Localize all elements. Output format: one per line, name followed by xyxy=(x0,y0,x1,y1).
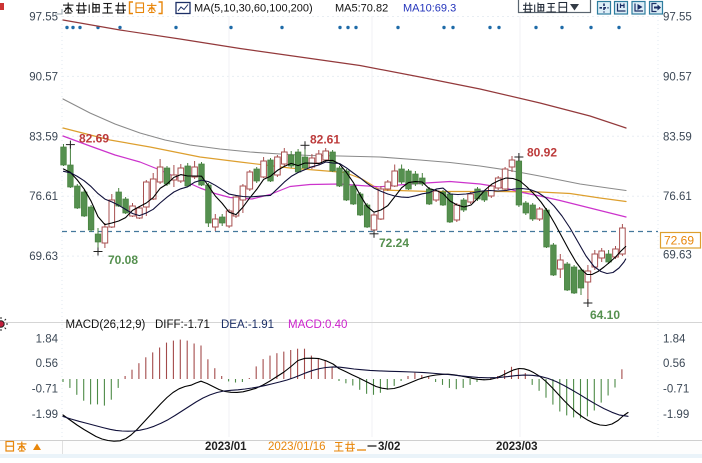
svg-text:72.24: 72.24 xyxy=(379,236,409,250)
svg-text:0.56: 0.56 xyxy=(663,358,685,370)
svg-text:83.59: 83.59 xyxy=(29,131,58,143)
svg-text:MACD:0.40: MACD:0.40 xyxy=(288,319,347,331)
svg-text:82.61: 82.61 xyxy=(310,133,340,147)
svg-text:0.56: 0.56 xyxy=(36,358,58,370)
svg-text:90.57: 90.57 xyxy=(663,71,692,83)
svg-text:2023/01/16: 2023/01/16 xyxy=(268,441,326,453)
svg-text:82.69: 82.69 xyxy=(79,132,109,146)
svg-text:97.55: 97.55 xyxy=(663,12,692,24)
svg-text:-1.99: -1.99 xyxy=(32,409,58,421)
svg-text:-1.99: -1.99 xyxy=(663,409,689,421)
svg-text:70.08: 70.08 xyxy=(108,253,138,267)
svg-text:-0.71: -0.71 xyxy=(32,384,58,396)
svg-text:MACD(26,12,9): MACD(26,12,9) xyxy=(66,319,146,331)
svg-text:2023/03: 2023/03 xyxy=(496,441,538,453)
svg-text:80.92: 80.92 xyxy=(527,146,557,160)
svg-text:DIFF:-1.71: DIFF:-1.71 xyxy=(155,319,210,331)
svg-text:90.57: 90.57 xyxy=(29,71,58,83)
svg-text:MA10:69.3: MA10:69.3 xyxy=(403,3,456,15)
svg-text:83.59: 83.59 xyxy=(663,131,692,143)
svg-text:MA(5,10,30,60,100,200): MA(5,10,30,60,100,200) xyxy=(194,3,313,15)
svg-text:1.84: 1.84 xyxy=(663,334,686,346)
svg-text:-0.71: -0.71 xyxy=(663,384,689,396)
svg-text:64.10: 64.10 xyxy=(590,308,620,322)
svg-text:DEA:-1.91: DEA:-1.91 xyxy=(221,319,274,331)
svg-text:69.63: 69.63 xyxy=(29,251,58,263)
svg-text:69.63: 69.63 xyxy=(663,250,692,262)
svg-text:76.61: 76.61 xyxy=(663,191,692,203)
svg-text:3/02: 3/02 xyxy=(378,441,400,453)
svg-text:2023/01: 2023/01 xyxy=(205,441,247,453)
svg-text:76.61: 76.61 xyxy=(29,191,58,203)
svg-text:1.84: 1.84 xyxy=(36,334,59,346)
svg-text:MA5:70.82: MA5:70.82 xyxy=(335,3,388,15)
svg-text:72.69: 72.69 xyxy=(664,234,694,248)
svg-text:97.55: 97.55 xyxy=(29,12,58,24)
